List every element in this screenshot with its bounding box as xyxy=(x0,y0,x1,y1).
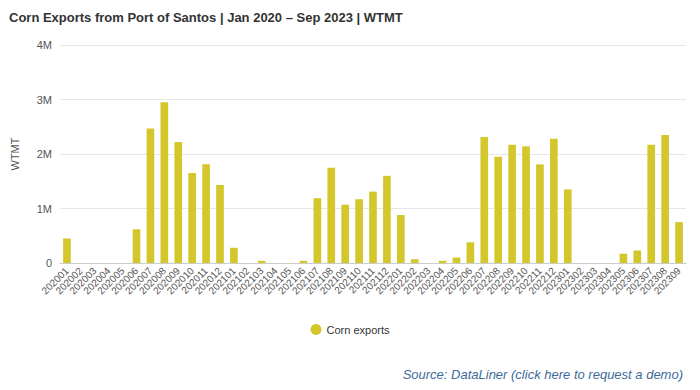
svg-text:202211: 202211 xyxy=(513,265,544,296)
svg-text:202204: 202204 xyxy=(415,265,447,297)
svg-text:202105: 202105 xyxy=(262,265,294,297)
svg-text:202110: 202110 xyxy=(332,265,363,296)
svg-text:202208: 202208 xyxy=(470,265,503,297)
svg-text:4M: 4M xyxy=(37,39,52,51)
svg-text:202304: 202304 xyxy=(582,265,614,297)
svg-text:202109: 202109 xyxy=(317,265,350,297)
svg-text:202007: 202007 xyxy=(123,265,155,297)
svg-text:202307: 202307 xyxy=(623,265,656,297)
svg-text:202102: 202102 xyxy=(220,265,252,297)
svg-text:202209: 202209 xyxy=(484,265,516,297)
svg-text:202303: 202303 xyxy=(568,265,600,297)
svg-text:Corn exports: Corn exports xyxy=(327,324,390,336)
svg-text:202206: 202206 xyxy=(442,265,475,297)
svg-text:202012: 202012 xyxy=(192,265,224,297)
svg-text:202008: 202008 xyxy=(136,265,169,297)
svg-text:202306: 202306 xyxy=(609,265,642,297)
svg-text:202107: 202107 xyxy=(289,265,322,297)
svg-text:3M: 3M xyxy=(37,94,52,106)
svg-text:202103: 202103 xyxy=(234,265,266,297)
svg-text:202301: 202301 xyxy=(540,265,572,297)
svg-text:202003: 202003 xyxy=(67,265,99,297)
svg-text:1M: 1M xyxy=(37,203,52,215)
svg-text:202011: 202011 xyxy=(179,265,210,296)
svg-text:202210: 202210 xyxy=(498,265,530,297)
svg-text:202111: 202111 xyxy=(346,265,377,296)
svg-text:202009: 202009 xyxy=(150,265,183,297)
svg-text:202205: 202205 xyxy=(429,265,461,297)
svg-text:202108: 202108 xyxy=(303,265,336,297)
svg-text:202104: 202104 xyxy=(248,265,280,297)
svg-text:WTMT: WTMT xyxy=(9,137,21,170)
svg-text:202106: 202106 xyxy=(276,265,308,297)
svg-text:202202: 202202 xyxy=(387,265,419,297)
svg-text:202002: 202002 xyxy=(53,265,85,297)
svg-text:202308: 202308 xyxy=(637,265,669,297)
svg-text:202101: 202101 xyxy=(206,265,238,297)
svg-text:202005: 202005 xyxy=(95,265,127,297)
svg-text:202004: 202004 xyxy=(81,265,113,297)
svg-text:Corn Exports from Port of Sant: Corn Exports from Port of Santos | Jan 2… xyxy=(9,10,403,25)
svg-text:0: 0 xyxy=(46,257,52,269)
svg-text:202305: 202305 xyxy=(595,265,628,297)
svg-text:202203: 202203 xyxy=(401,265,433,297)
svg-text:202309: 202309 xyxy=(652,265,684,297)
svg-text:Source: DataLiner (click here: Source: DataLiner (click here to request… xyxy=(403,367,683,382)
svg-text:202006: 202006 xyxy=(109,265,141,297)
svg-text:202010: 202010 xyxy=(164,265,196,297)
svg-text:202112: 202112 xyxy=(360,265,391,296)
svg-text:202302: 202302 xyxy=(554,265,586,297)
svg-text:2M: 2M xyxy=(37,148,52,160)
svg-text:202207: 202207 xyxy=(456,265,489,297)
svg-text:202212: 202212 xyxy=(526,265,558,297)
svg-text:202201: 202201 xyxy=(373,265,405,297)
svg-text:202001: 202001 xyxy=(39,265,71,297)
